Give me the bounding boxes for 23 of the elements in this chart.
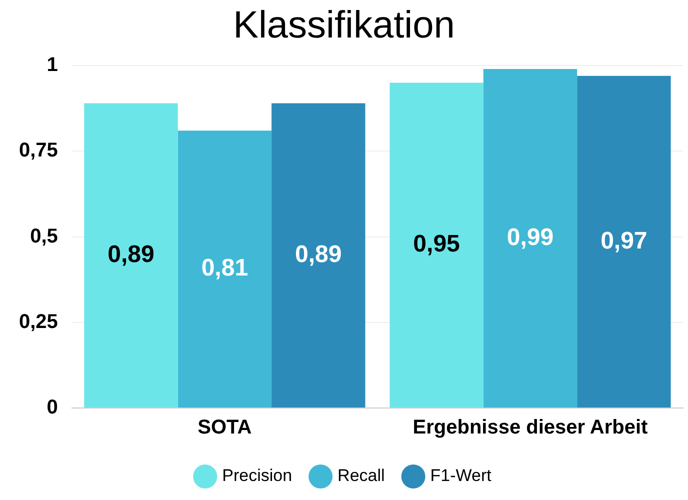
bar xyxy=(577,76,671,408)
bar xyxy=(178,130,272,408)
bar xyxy=(84,103,178,408)
chart-title: Klassifikation xyxy=(233,4,455,46)
data-label: 0,81 xyxy=(201,254,248,282)
legend-label: Precision xyxy=(222,466,292,486)
y-tick-label: 0,25 xyxy=(18,310,58,333)
data-label: 0,99 xyxy=(506,224,554,251)
y-tick-label: 0,75 xyxy=(18,140,58,162)
x-tick-label: Ergebnisse dieser Arbeit xyxy=(412,416,648,439)
y-tick-label: 0,5 xyxy=(30,225,58,248)
legend-label: Recall xyxy=(338,466,385,486)
bar xyxy=(272,103,366,408)
data-label: 0,89 xyxy=(108,241,154,268)
data-label: 0,97 xyxy=(600,227,648,254)
bar xyxy=(390,82,484,408)
data-label: 0,89 xyxy=(295,241,342,268)
y-tick-label: 1 xyxy=(46,54,58,76)
x-tick-label: SOTA xyxy=(198,416,252,439)
legend-label: F1-Wert xyxy=(430,466,492,486)
bar xyxy=(483,69,578,408)
data-label: 0,95 xyxy=(413,230,460,258)
y-tick-label: 0 xyxy=(46,396,58,419)
